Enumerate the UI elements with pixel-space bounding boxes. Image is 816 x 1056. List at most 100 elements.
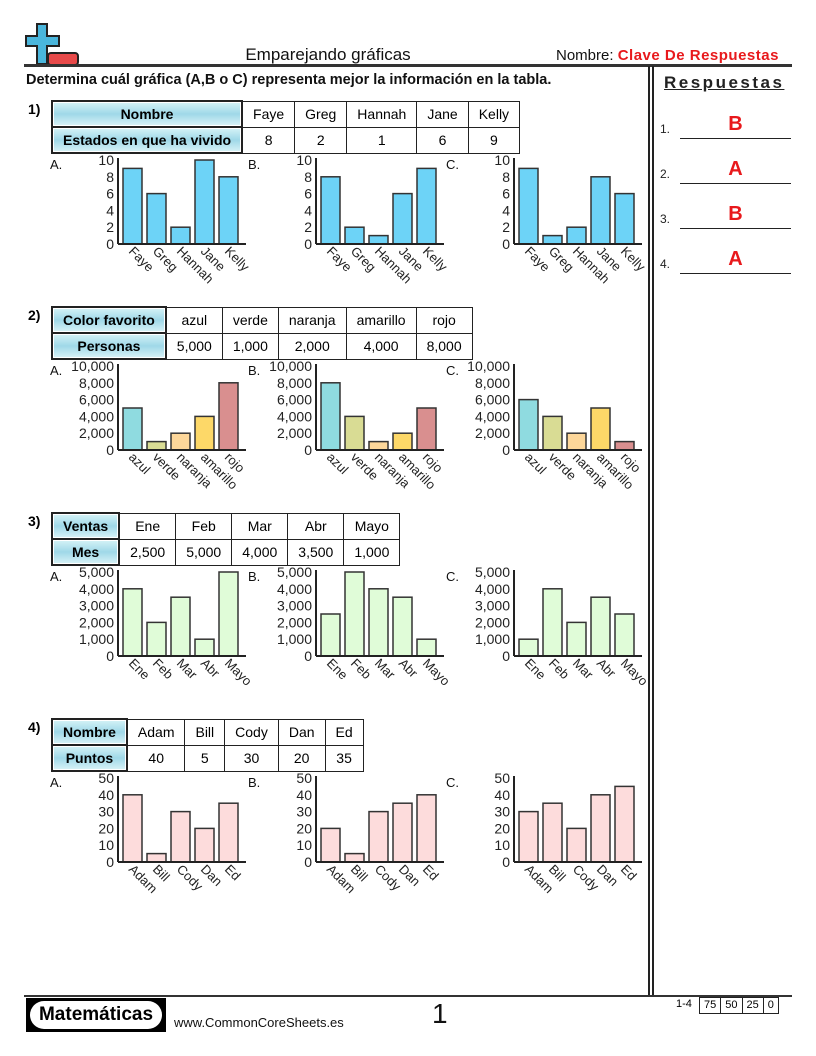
y-tick-label: 2,000 — [475, 425, 510, 441]
answer-number: 4. — [660, 257, 671, 271]
x-tick-label: Feb — [546, 656, 572, 682]
x-tick-label: Greg — [546, 244, 577, 275]
y-tick-label: 4,000 — [277, 408, 312, 424]
table-cell: Ene — [118, 512, 177, 540]
bar — [122, 794, 143, 863]
bar — [590, 794, 611, 863]
y-tick-label: 6,000 — [277, 392, 312, 408]
y-tick-label: 8,000 — [79, 375, 114, 391]
x-tick-label: Feb — [150, 656, 176, 682]
table-row-header: Nombre — [51, 718, 128, 746]
chart-option-label: A. — [50, 157, 63, 172]
x-tick-label: Kelly — [420, 244, 448, 275]
x-tick-label: Faye — [324, 244, 355, 275]
y-tick-label: 50 — [296, 770, 312, 786]
bar — [590, 176, 611, 245]
answer-value[interactable]: A — [728, 248, 743, 270]
table-cell: Bill — [184, 718, 226, 746]
y-tick-label: 20 — [494, 820, 510, 836]
y-tick-label: 0 — [304, 854, 312, 870]
table-cell: 6 — [416, 126, 469, 154]
y-tick-label: 2 — [502, 219, 510, 235]
table-cell: Adam — [126, 718, 186, 746]
table-cell: 9 — [467, 126, 521, 154]
table-cell: Kelly — [467, 100, 521, 128]
x-tick-label: Ene — [126, 656, 153, 683]
table-cell: verde — [221, 306, 279, 334]
y-tick-label: 0 — [502, 236, 510, 252]
bar — [542, 415, 563, 451]
answer-value[interactable]: A — [728, 158, 743, 180]
problem-number: 2) — [28, 307, 41, 323]
bar — [542, 234, 563, 245]
table-cell: Cody — [224, 718, 279, 746]
chart-option-label: B. — [248, 569, 261, 584]
table-cell: 2 — [294, 126, 348, 154]
table-row: Puntos 40 5 30 20 35 — [51, 744, 364, 772]
y-tick-label: 8 — [304, 169, 312, 185]
y-tick-label: 2,000 — [277, 614, 312, 630]
y-tick-label: 0 — [106, 854, 114, 870]
instructions: Determina cuál gráfica (A,B o C) represe… — [26, 72, 552, 88]
bar — [218, 176, 239, 245]
y-tick-label: 5,000 — [79, 564, 114, 580]
score-box: 75 — [699, 997, 722, 1014]
bar — [218, 802, 239, 863]
chart-option-label: A. — [50, 363, 63, 378]
bar — [392, 192, 413, 245]
table-cell: 2,000 — [277, 332, 347, 360]
name-label: Nombre: — [556, 47, 614, 64]
bar — [194, 638, 215, 657]
bar — [320, 176, 341, 245]
y-tick-label: 4 — [106, 202, 114, 218]
bar — [392, 596, 413, 657]
y-tick-label: 4,000 — [475, 408, 510, 424]
bar — [194, 159, 215, 245]
y-tick-label: 0 — [106, 442, 114, 458]
bar — [170, 226, 191, 245]
table-row: Nombre Adam Bill Cody Dan Ed — [51, 718, 364, 746]
bar — [170, 432, 191, 451]
answer-value[interactable]: B — [728, 203, 743, 225]
x-tick-label: Feb — [348, 656, 374, 682]
answer-line — [680, 138, 791, 139]
x-tick-label: Abr — [198, 656, 223, 681]
y-tick-label: 4,000 — [79, 408, 114, 424]
table-cell: 30 — [224, 744, 279, 772]
bar — [614, 192, 635, 245]
x-tick-label: azul — [522, 450, 550, 478]
table-cell: naranja — [277, 306, 347, 334]
bar — [194, 827, 215, 863]
answer-value[interactable]: B — [728, 113, 743, 135]
answer-column-divider — [648, 66, 650, 996]
problem-number: 3) — [28, 513, 41, 529]
table-cell: Hannah — [346, 100, 418, 128]
table-row: Estados en que ha vivido 8 2 1 6 9 — [50, 126, 521, 154]
x-tick-label: Ed — [222, 862, 244, 884]
data-table: Color favorito azul verde naranja amarillo ro… — [51, 306, 473, 360]
bar — [566, 621, 587, 657]
y-tick-label: 40 — [296, 787, 312, 803]
table-cell: 35 — [324, 744, 364, 772]
bar — [542, 802, 563, 863]
y-tick-label: 0 — [106, 648, 114, 664]
table-cell: 4,000 — [345, 332, 417, 360]
table-row-header: Ventas — [50, 512, 121, 540]
table-cell: Jane — [416, 100, 469, 128]
x-tick-label: Abr — [396, 656, 421, 681]
y-tick-label: 4 — [304, 202, 312, 218]
table-row-header: Mes — [50, 538, 121, 566]
bar-chart: 02,0004,0006,0008,00010,000azulverdenara… — [269, 358, 446, 492]
problem-number: 4) — [28, 719, 41, 735]
bar — [392, 432, 413, 451]
table-cell: Faye — [241, 100, 296, 128]
answer-line — [680, 183, 791, 184]
bar — [566, 432, 587, 451]
chart-option-label: C. — [446, 363, 459, 378]
y-tick-label: 0 — [502, 854, 510, 870]
table-row: Nombre Faye Greg Hannah Jane Kelly — [50, 100, 521, 128]
bar — [320, 382, 341, 451]
